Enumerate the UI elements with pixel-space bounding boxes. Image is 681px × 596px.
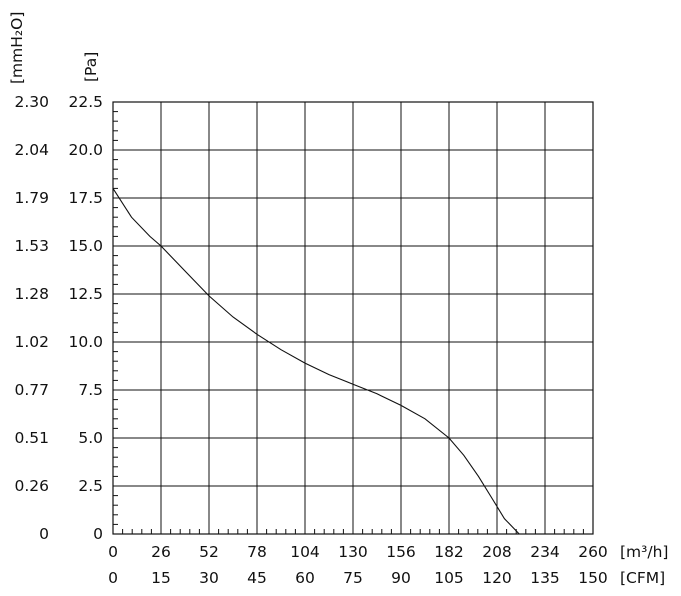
x-secondary-tick-label: 105 (434, 569, 464, 587)
minor-ticks (113, 111, 584, 534)
y-secondary-tick-label: 1.02 (14, 333, 49, 351)
x-secondary-tick-label: 135 (530, 569, 560, 587)
x-secondary-tick-label: 75 (343, 569, 363, 587)
y-secondary-tick-label: 1.79 (14, 189, 49, 207)
x-secondary-tick-label: 120 (482, 569, 512, 587)
y-primary-tick-label: 12.5 (68, 285, 103, 303)
y-primary-tick-label: 17.5 (68, 189, 103, 207)
x-primary-tick-label: 234 (530, 543, 560, 561)
x-secondary-tick-label: 90 (391, 569, 411, 587)
y-secondary-tick-label: 0.26 (14, 477, 49, 495)
y-secondary-tick-label: 0.51 (14, 429, 49, 447)
y-secondary-tick-label: 1.53 (14, 237, 49, 255)
x-secondary-tick-label: 0 (108, 569, 118, 587)
y-primary-tick-label: 2.5 (78, 477, 103, 495)
x-primary-tick-label: 52 (199, 543, 219, 561)
y-primary-unit: [Pa] (82, 52, 100, 82)
x-secondary-tick-label: 60 (295, 569, 315, 587)
x-secondary-unit: [CFM] (620, 569, 665, 587)
x-primary-tick-label: 182 (434, 543, 464, 561)
x-primary-tick-label: 26 (151, 543, 171, 561)
x-secondary-tick-label: 15 (151, 569, 171, 587)
y-secondary-tick-label: 2.30 (14, 93, 49, 111)
x-primary-tick-label: 78 (247, 543, 267, 561)
y-primary-tick-label: 15.0 (68, 237, 103, 255)
y-primary-tick-label: 0 (93, 525, 103, 543)
x-secondary-tick-label: 30 (199, 569, 219, 587)
y-primary-tick-label: 22.5 (68, 93, 103, 111)
y-secondary-tick-label: 0.77 (14, 381, 49, 399)
plot-frame (112, 101, 594, 535)
x-primary-tick-label: 0 (108, 543, 118, 561)
pressure-flow-curve (112, 188, 520, 535)
y-secondary-tick-label: 1.28 (14, 285, 49, 303)
y-secondary-tick-label: 0 (39, 525, 49, 543)
y-secondary-unit: [mmH₂O] (8, 12, 26, 84)
x-primary-tick-label: 130 (338, 543, 368, 561)
y-primary-tick-label: 5.0 (78, 429, 103, 447)
x-primary-tick-label: 104 (290, 543, 320, 561)
grid (113, 102, 593, 534)
x-primary-tick-label: 208 (482, 543, 512, 561)
y-primary-tick-label: 10.0 (68, 333, 103, 351)
y-secondary-tick-label: 2.04 (14, 141, 49, 159)
x-primary-tick-label: 260 (578, 543, 608, 561)
x-secondary-tick-label: 45 (247, 569, 267, 587)
x-primary-tick-label: 156 (386, 543, 416, 561)
x-secondary-tick-label: 150 (578, 569, 608, 587)
y-primary-tick-label: 20.0 (68, 141, 103, 159)
x-primary-unit: [m³/h] (620, 543, 668, 561)
y-primary-tick-label: 7.5 (78, 381, 103, 399)
